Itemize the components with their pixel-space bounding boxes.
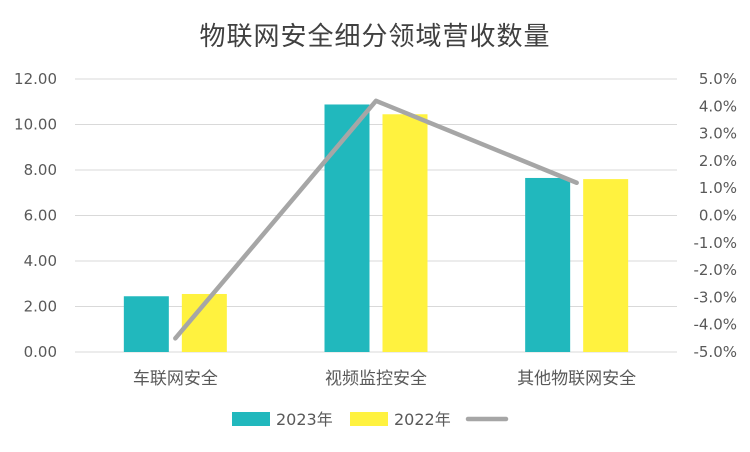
y-left-tick-label: 8.00 <box>24 161 57 179</box>
series-line <box>173 98 579 341</box>
y-axis-right: -5.0% -4.0% -3.0% -2.0% -1.0% 0.0% 1.0% 2.0% 3.0… <box>693 70 737 361</box>
line-series <box>173 98 579 341</box>
y-axis-left: 0.00 2.00 4.00 6.00 8.00 10.00 12.00 <box>14 70 57 361</box>
y-right-tick-label: -3.0% <box>693 288 737 306</box>
legend-swatch <box>350 412 388 426</box>
bar <box>123 296 169 352</box>
bar <box>382 114 428 352</box>
y-right-tick-label: -1.0% <box>693 234 737 252</box>
y-left-tick-label: 4.00 <box>24 252 57 270</box>
legend: 2023年 2022年 <box>232 410 509 429</box>
x-tick-label: 其他物联网安全 <box>517 369 636 389</box>
y-left-tick-label: 2.00 <box>24 298 57 316</box>
y-right-tick-label: -5.0% <box>693 343 737 361</box>
y-left-tick-label: 10.00 <box>14 116 57 134</box>
y-left-tick-label: 6.00 <box>24 207 57 225</box>
y-left-tick-label: 12.00 <box>14 70 57 88</box>
y-right-tick-label: 3.0% <box>699 125 737 143</box>
legend-label: 2023年 <box>276 410 333 429</box>
chart-title: 物联网安全细分领域营收数量 <box>199 22 551 52</box>
legend-swatch <box>232 412 270 426</box>
y-left-tick-label: 0.00 <box>24 343 57 361</box>
bar <box>583 179 629 352</box>
legend-label: 2022年 <box>394 410 451 429</box>
bar <box>525 177 571 352</box>
grid-lines <box>75 78 677 353</box>
bars <box>123 104 629 352</box>
x-tick-label: 视频监控安全 <box>325 369 427 389</box>
y-right-tick-label: -4.0% <box>693 316 737 334</box>
y-right-tick-label: 0.0% <box>699 207 737 225</box>
y-right-tick-label: 2.0% <box>699 152 737 170</box>
x-axis-labels: 车联网安全 视频监控安全 其他物联网安全 <box>133 369 636 389</box>
y-right-tick-label: -2.0% <box>693 261 737 279</box>
y-right-tick-label: 5.0% <box>699 70 737 88</box>
y-right-tick-label: 4.0% <box>699 97 737 115</box>
y-right-tick-label: 1.0% <box>699 179 737 197</box>
x-tick-label: 车联网安全 <box>133 369 218 389</box>
bar <box>324 104 370 352</box>
